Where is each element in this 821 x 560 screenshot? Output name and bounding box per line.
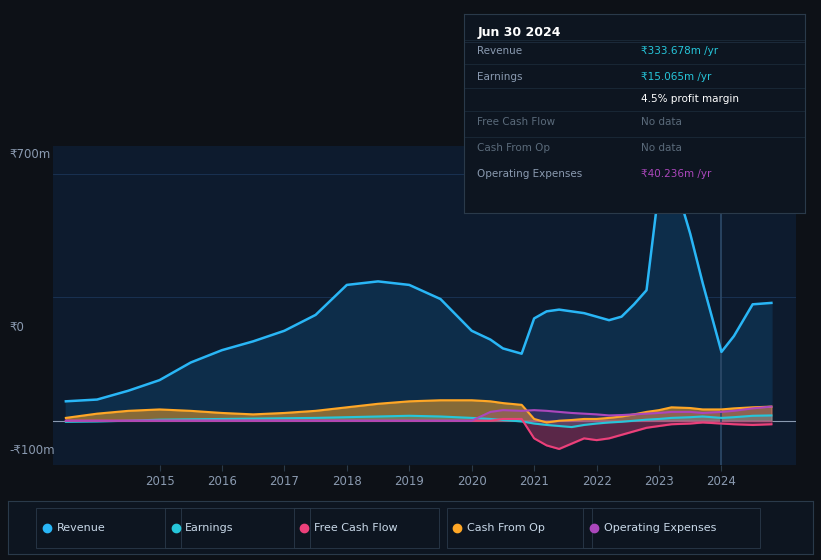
- Text: Jun 30 2024: Jun 30 2024: [478, 26, 561, 39]
- Text: ₹40.236m /yr: ₹40.236m /yr: [641, 169, 712, 179]
- Text: Earnings: Earnings: [186, 523, 234, 533]
- Text: Free Cash Flow: Free Cash Flow: [314, 523, 397, 533]
- Text: ₹333.678m /yr: ₹333.678m /yr: [641, 46, 718, 56]
- Text: Revenue: Revenue: [57, 523, 105, 533]
- Text: ₹700m: ₹700m: [10, 148, 51, 161]
- Text: Operating Expenses: Operating Expenses: [603, 523, 716, 533]
- Text: No data: No data: [641, 118, 682, 127]
- Text: Operating Expenses: Operating Expenses: [478, 169, 583, 179]
- Text: Cash From Op: Cash From Op: [478, 143, 551, 153]
- Text: -₹100m: -₹100m: [10, 444, 56, 458]
- Text: Free Cash Flow: Free Cash Flow: [478, 118, 556, 127]
- Text: 4.5% profit margin: 4.5% profit margin: [641, 94, 739, 104]
- Text: Earnings: Earnings: [478, 72, 523, 82]
- Text: ₹0: ₹0: [10, 321, 25, 334]
- Text: Cash From Op: Cash From Op: [467, 523, 544, 533]
- Text: ₹15.065m /yr: ₹15.065m /yr: [641, 72, 712, 82]
- Text: Revenue: Revenue: [478, 46, 523, 56]
- Text: No data: No data: [641, 143, 682, 153]
